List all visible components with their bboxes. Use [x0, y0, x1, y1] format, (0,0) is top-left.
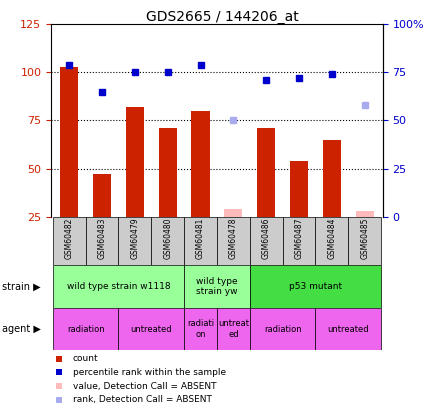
Bar [283, 217, 316, 265]
Bar [126, 107, 144, 217]
Bar [250, 265, 381, 308]
Bar [184, 308, 217, 350]
Text: GSM60485: GSM60485 [360, 218, 369, 259]
Text: GDS2665 / 144206_at: GDS2665 / 144206_at [146, 10, 299, 24]
Bar [217, 308, 250, 350]
Bar [85, 217, 118, 265]
Bar [184, 265, 250, 308]
Text: radiation: radiation [67, 324, 105, 334]
Bar [159, 128, 177, 217]
Text: value, Detection Call = ABSENT: value, Detection Call = ABSENT [73, 382, 216, 390]
Bar [60, 66, 78, 217]
Text: GSM60484: GSM60484 [328, 218, 336, 259]
Bar [53, 265, 184, 308]
Text: untreated: untreated [328, 324, 369, 334]
Bar [224, 209, 243, 217]
Text: GSM60481: GSM60481 [196, 218, 205, 259]
Bar [348, 217, 381, 265]
Bar [250, 308, 316, 350]
Text: wild type
strain yw: wild type strain yw [196, 277, 238, 296]
Bar [191, 111, 210, 217]
Text: wild type strain w1118: wild type strain w1118 [67, 282, 170, 291]
Bar [151, 217, 184, 265]
Bar [316, 217, 348, 265]
Bar [250, 217, 283, 265]
Text: rank, Detection Call = ABSENT: rank, Detection Call = ABSENT [73, 395, 212, 404]
Bar [118, 217, 151, 265]
Bar [53, 217, 85, 265]
Text: count: count [73, 354, 98, 363]
Text: agent ▶: agent ▶ [2, 324, 41, 334]
Bar [93, 174, 111, 217]
Bar [53, 308, 118, 350]
Bar [356, 211, 374, 217]
Text: radiati
on: radiati on [187, 320, 214, 339]
Bar [290, 161, 308, 217]
Text: GSM60479: GSM60479 [130, 218, 139, 259]
Text: GSM60487: GSM60487 [295, 218, 303, 259]
Text: radiation: radiation [264, 324, 301, 334]
Bar [217, 217, 250, 265]
Text: untreat
ed: untreat ed [218, 320, 249, 339]
Text: percentile rank within the sample: percentile rank within the sample [73, 368, 226, 377]
Text: untreated: untreated [130, 324, 172, 334]
Text: p53 mutant: p53 mutant [289, 282, 342, 291]
Text: GSM60483: GSM60483 [97, 218, 106, 259]
Bar [323, 140, 341, 217]
Text: GSM60478: GSM60478 [229, 218, 238, 259]
Text: strain ▶: strain ▶ [2, 281, 41, 292]
Bar [118, 308, 184, 350]
Text: GSM60486: GSM60486 [262, 218, 271, 259]
Bar [184, 217, 217, 265]
Bar [257, 128, 275, 217]
Text: GSM60480: GSM60480 [163, 218, 172, 259]
Bar [316, 308, 381, 350]
Text: GSM60482: GSM60482 [65, 218, 74, 259]
